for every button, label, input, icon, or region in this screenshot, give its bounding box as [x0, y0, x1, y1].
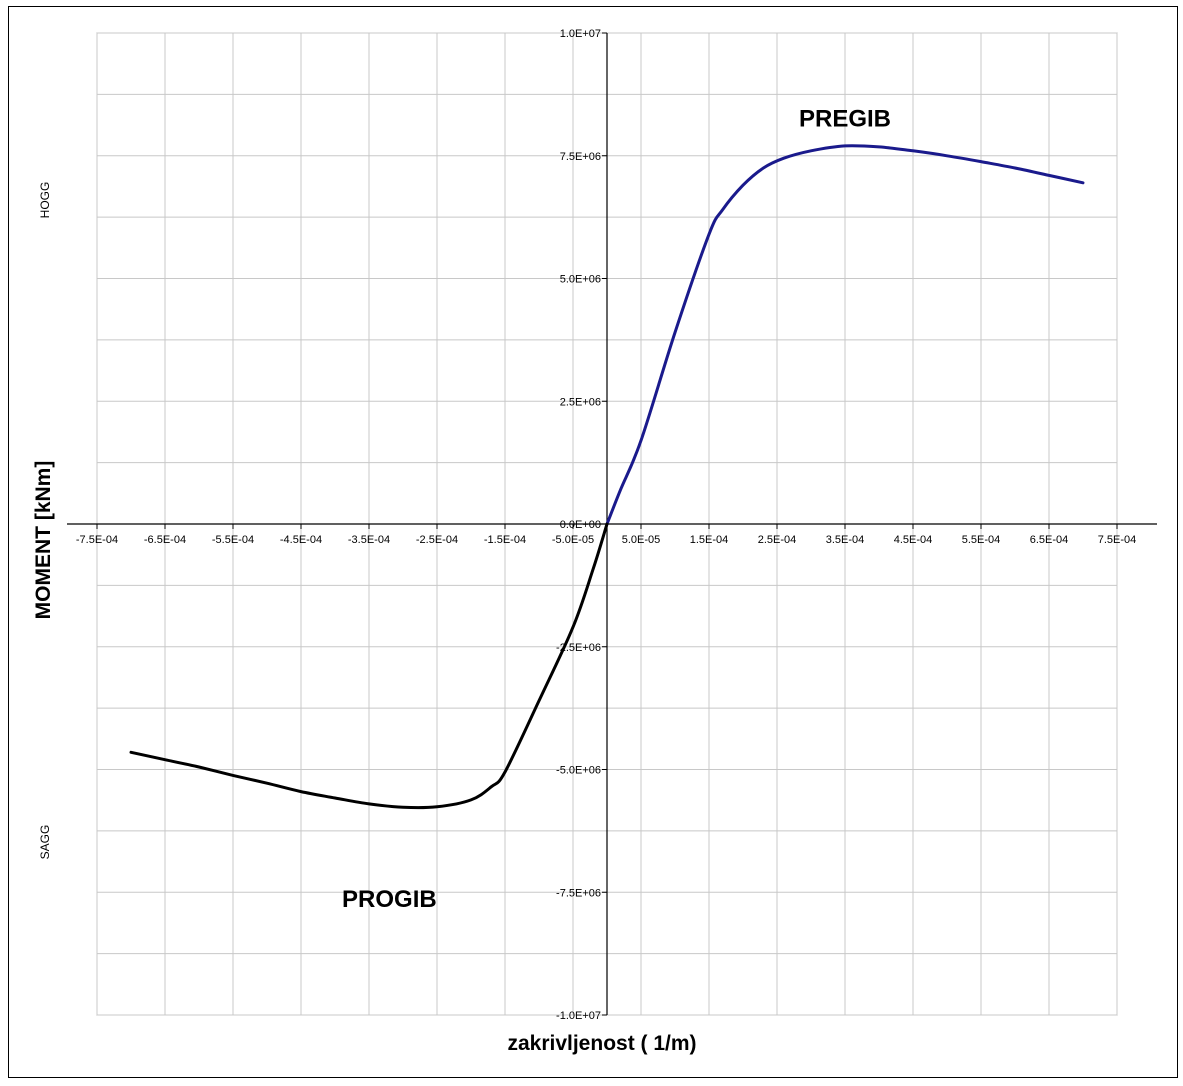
x-tick-label: -3.5E-04 — [348, 534, 390, 546]
x-tick-label: 7.5E-04 — [1098, 534, 1137, 546]
x-tick-label: -7.5E-04 — [76, 534, 118, 546]
series-lines — [129, 144, 1085, 810]
chart-frame — [8, 6, 1178, 1078]
x-tick-label: -5.0E-05 — [552, 534, 594, 546]
sagg-label: SAGG — [38, 825, 52, 860]
x-tick-label: -6.5E-04 — [144, 534, 186, 546]
series-line-0 — [605, 144, 1085, 526]
x-tick-label: -5.5E-04 — [212, 534, 254, 546]
annotation-pregib: PREGIB — [799, 105, 891, 132]
x-tick-label: -2.5E-04 — [416, 534, 458, 546]
annotation-progib: PROGIB — [342, 886, 437, 913]
x-tick-label: 2.5E-04 — [758, 534, 797, 546]
y-axis-label: MOMENT [kNm] — [32, 461, 55, 620]
y-tick-label: 1.0E+07 — [560, 28, 601, 40]
x-tick-label: 1.5E-04 — [690, 534, 729, 546]
y-tick-labels: 1.0E+07 7.5E+06 5.0E+06 2.5E+06 0.0E+00 -2.5E… — [556, 28, 601, 1022]
x-tick-label: 6.5E-04 — [1030, 534, 1069, 546]
y-tick-label: 2.5E+06 — [560, 396, 601, 408]
hogg-label: HOGG — [38, 182, 52, 219]
y-tick-label: 7.5E+06 — [560, 151, 601, 163]
y-tick-label: -5.0E+06 — [556, 765, 601, 777]
y-tick-label: 5.0E+06 — [560, 274, 601, 286]
y-tick-label: -2.5E+06 — [556, 642, 601, 654]
x-tick-label: 3.5E-04 — [826, 534, 865, 546]
y-tick-label: -7.5E+06 — [556, 887, 601, 899]
annotations: PREGIB PROGIB — [342, 105, 891, 913]
y-tick-label: -1.0E+07 — [556, 1010, 601, 1022]
x-tick-label: -1.5E-04 — [484, 534, 526, 546]
x-tick-labels: -7.5E-04 -6.5E-04 -5.5E-04 -4.5E-04 -3.5E-04… — [76, 534, 1136, 546]
x-tick-label: -4.5E-04 — [280, 534, 322, 546]
series-line-1 — [129, 522, 609, 810]
x-axis-label: zakrivljenost ( 1/m) — [507, 1032, 696, 1055]
axes — [67, 32, 1157, 1016]
y-tick-label: 0.0E+00 — [560, 519, 601, 531]
x-tick-label: 4.5E-04 — [894, 534, 933, 546]
x-tick-label: 5.0E-05 — [622, 534, 661, 546]
x-tick-label: 5.5E-04 — [962, 534, 1001, 546]
